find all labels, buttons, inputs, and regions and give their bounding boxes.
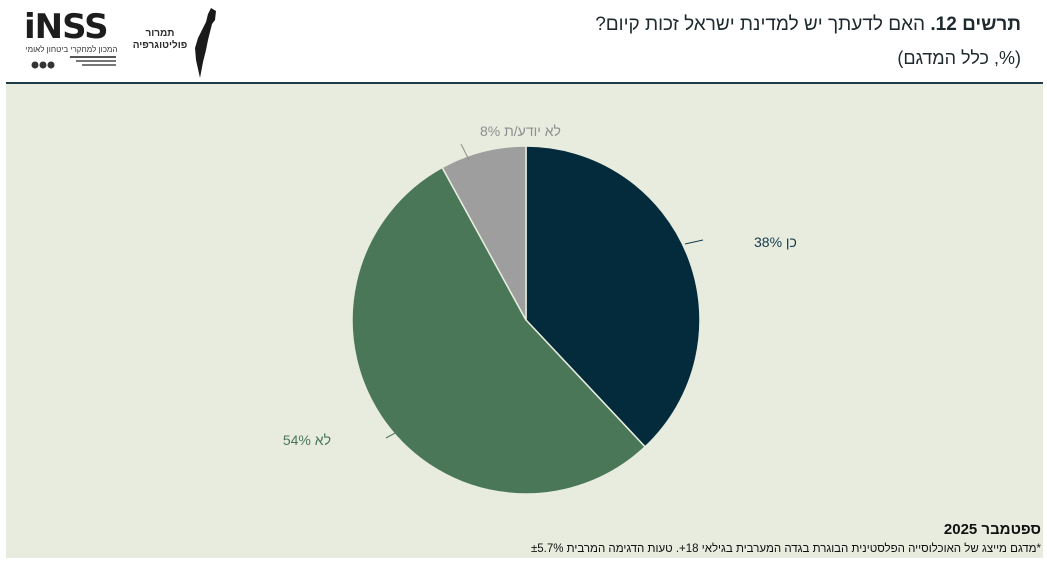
tamrur-logo-line2: פוליטוגרפיה [132,40,188,51]
chart-title: תרשים 12. האם לדעתך יש למדינת ישראל זכות… [595,14,1021,36]
map-icon [195,8,216,78]
slice-leader-line-1 [684,239,704,245]
sample-note: *מדגם מייצג של האוכלוסייה הפלסטינית הבוג… [530,543,1041,555]
pie-slice-3 [441,145,527,321]
tamrur-logo-text: תמרור פוליטוגרפיה [128,28,192,52]
pie-slice-2 [351,166,647,495]
header-divider [6,82,1043,84]
slice-leader-line-2 [385,426,407,439]
tamrur-logo: תמרור פוליטוגרפיה [128,6,220,80]
chart-subtitle: (%, כלל המדגם) [897,48,1021,68]
plot-area: כן 38% לא 54% לא יודע/ת 8% [6,84,1043,558]
inss-logo-subtitle: המכון למחקרי ביטחון לאומי [25,45,118,54]
chart-header: iNSS המכון למחקרי ביטחון לאומי תמרור פול… [0,0,1047,82]
slice-label-2: לא 54% [283,432,331,448]
inss-logo-partner-marks [31,56,116,69]
question-text: האם לדעתך יש למדינת ישראל זכות קיום? [595,14,926,35]
slice-label-1: כן 38% [754,234,797,250]
survey-date: ספטמבר 2025 [943,521,1041,538]
figure-number: תרשים 12. [930,14,1021,35]
pie-slice-1 [525,145,701,448]
slice-leader-line-3 [460,143,470,161]
inss-logo: iNSS המכון למחקרי ביטחון לאומי [24,10,119,72]
tamrur-logo-line1: תמרור [145,28,175,39]
inss-logo-wordmark: iNSS [24,7,109,47]
pie-chart: כן 38% לא 54% לא יודע/ת 8% [283,123,797,495]
slice-label-3: לא יודע/ת 8% [480,123,561,139]
